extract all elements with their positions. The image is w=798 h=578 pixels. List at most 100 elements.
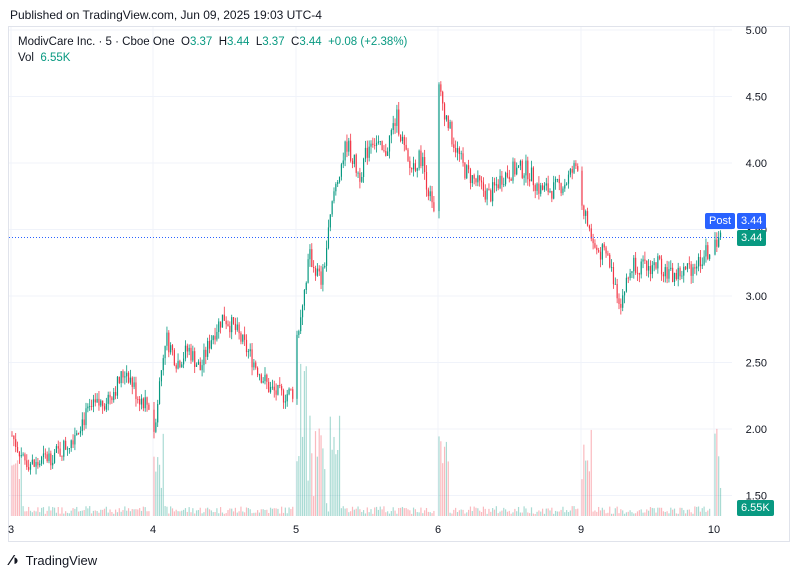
candle-body bbox=[388, 135, 391, 152]
candle-body bbox=[238, 324, 240, 334]
volume-bar bbox=[673, 508, 676, 516]
volume-bar bbox=[697, 506, 700, 516]
volume-bar bbox=[59, 513, 61, 516]
candle-body bbox=[59, 448, 61, 456]
volume-bar bbox=[662, 511, 664, 516]
candle-body bbox=[245, 339, 248, 353]
volume-bar bbox=[545, 508, 547, 516]
x-tick-label: 4 bbox=[150, 524, 156, 536]
volume-bar bbox=[493, 509, 496, 516]
volume-bar bbox=[385, 512, 387, 516]
candle-body bbox=[102, 400, 104, 407]
candle-body bbox=[364, 147, 367, 159]
volume-bar bbox=[479, 510, 481, 516]
candle-body bbox=[338, 176, 341, 182]
volume-bar bbox=[672, 509, 674, 516]
candle-body bbox=[605, 247, 607, 254]
volume-bar bbox=[183, 509, 185, 516]
volume-bar bbox=[90, 513, 93, 516]
candle-body bbox=[453, 144, 455, 148]
volume-bar bbox=[675, 513, 677, 516]
volume-bar bbox=[316, 456, 318, 516]
candle-body bbox=[517, 165, 520, 168]
volume-bar bbox=[70, 510, 72, 516]
candle-body bbox=[212, 335, 214, 341]
volume-bar bbox=[322, 448, 324, 516]
candle-body bbox=[234, 323, 236, 330]
candle-body bbox=[514, 161, 516, 175]
post-price: 3.44 bbox=[741, 215, 763, 227]
volume-bar bbox=[636, 511, 639, 516]
candle-body bbox=[22, 454, 24, 456]
volume-bar bbox=[603, 509, 605, 516]
volume-bar bbox=[366, 507, 368, 516]
candle-body bbox=[445, 115, 447, 120]
candle-body bbox=[113, 392, 115, 401]
volume-bar bbox=[629, 510, 631, 516]
candle-body bbox=[340, 164, 342, 177]
candle-body bbox=[486, 189, 488, 200]
candle-body bbox=[50, 453, 52, 466]
candle-body bbox=[381, 141, 383, 151]
y-tick-label: 2.00 bbox=[746, 424, 767, 436]
volume-bar bbox=[305, 366, 307, 516]
candle-body bbox=[13, 435, 15, 440]
volume-bar bbox=[460, 509, 462, 516]
volume-bar bbox=[612, 513, 615, 516]
candle-body bbox=[508, 176, 510, 179]
candle-body bbox=[320, 271, 322, 285]
candle-body bbox=[688, 263, 690, 265]
volume-bar bbox=[81, 510, 83, 516]
candle-body bbox=[468, 165, 470, 170]
candle-body bbox=[683, 266, 685, 276]
volume-bar bbox=[337, 449, 339, 516]
legend-high-label: H bbox=[218, 36, 228, 48]
volume-bar bbox=[379, 506, 381, 516]
volume-bar bbox=[231, 508, 233, 516]
candle-body bbox=[670, 267, 672, 270]
volume-bar bbox=[207, 507, 209, 516]
candle-body bbox=[35, 462, 37, 467]
candle-body bbox=[625, 277, 627, 292]
volume-bar bbox=[76, 506, 78, 516]
tradingview-logo[interactable]: ⁄◗ TradingView bbox=[10, 552, 97, 569]
volume-bar bbox=[506, 511, 509, 516]
volume-bar bbox=[140, 510, 143, 516]
candle-body bbox=[697, 256, 700, 267]
volume-bar bbox=[258, 512, 261, 516]
volume-bar bbox=[282, 512, 285, 516]
volume-bar bbox=[429, 512, 431, 516]
volume-bar bbox=[383, 506, 385, 516]
volume-bar bbox=[387, 511, 389, 516]
candle-body bbox=[81, 419, 83, 432]
volume-bar bbox=[532, 513, 534, 516]
candle-body bbox=[107, 394, 109, 404]
volume-bar bbox=[129, 511, 131, 516]
candle-body bbox=[329, 214, 331, 228]
volume-bar bbox=[377, 509, 379, 516]
brand-name: TradingView bbox=[25, 553, 98, 568]
volume-bar bbox=[575, 509, 577, 516]
volume-bar bbox=[107, 512, 109, 516]
candle-body bbox=[94, 399, 96, 403]
candle-body bbox=[543, 185, 546, 190]
volume-bar bbox=[714, 433, 716, 516]
volume-bar bbox=[477, 508, 479, 516]
volume-bar bbox=[464, 513, 466, 516]
volume-bar bbox=[649, 507, 652, 516]
candle-body bbox=[636, 272, 639, 274]
candle-body bbox=[337, 181, 339, 185]
volume-bar bbox=[314, 431, 317, 516]
candle-body bbox=[44, 453, 46, 455]
candle-body bbox=[414, 163, 416, 171]
candle-body bbox=[685, 266, 687, 270]
candle-body bbox=[96, 398, 98, 403]
y-tick-label: 4.50 bbox=[746, 92, 767, 104]
candle-body bbox=[171, 345, 174, 351]
volume-bar bbox=[203, 512, 205, 516]
candle-body bbox=[268, 381, 270, 393]
candle-body bbox=[398, 109, 400, 135]
candle-body bbox=[353, 154, 355, 164]
volume-bar bbox=[510, 513, 512, 516]
